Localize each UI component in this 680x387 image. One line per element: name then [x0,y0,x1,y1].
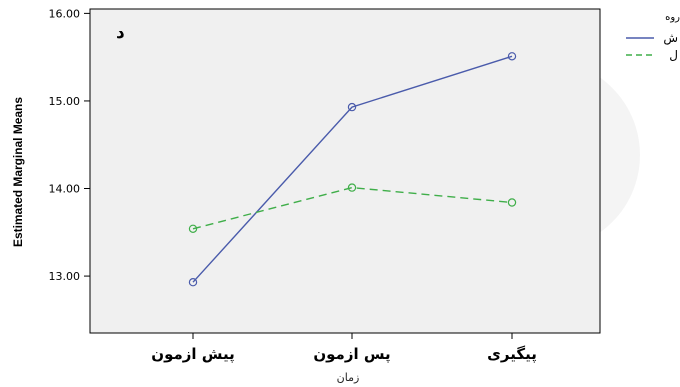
x-axis: پیش ازمون پس ازمون پیگیری [151,333,537,364]
x-axis-title: زمان [337,371,360,384]
x-tick-label: پس ازمون [313,345,390,364]
legend: روه ش ل [626,12,680,62]
y-tick-label: 15.00 [49,95,81,108]
y-axis: 13.00 14.00 15.00 16.00 [49,7,91,283]
y-tick-label: 16.00 [49,7,81,20]
y-axis-title: Estimated Marginal Means [11,97,25,247]
panel-tag: د [116,23,125,43]
x-tick-label: پیش ازمون [151,345,234,364]
y-tick-label: 14.00 [49,183,81,196]
x-tick-label: پیگیری [487,345,537,364]
plot-area [90,9,600,333]
legend-label-series-1: ش [663,31,678,46]
legend-label-series-2: ل [669,48,678,62]
y-tick-label: 13.00 [49,270,81,283]
legend-title: روه [665,12,680,23]
